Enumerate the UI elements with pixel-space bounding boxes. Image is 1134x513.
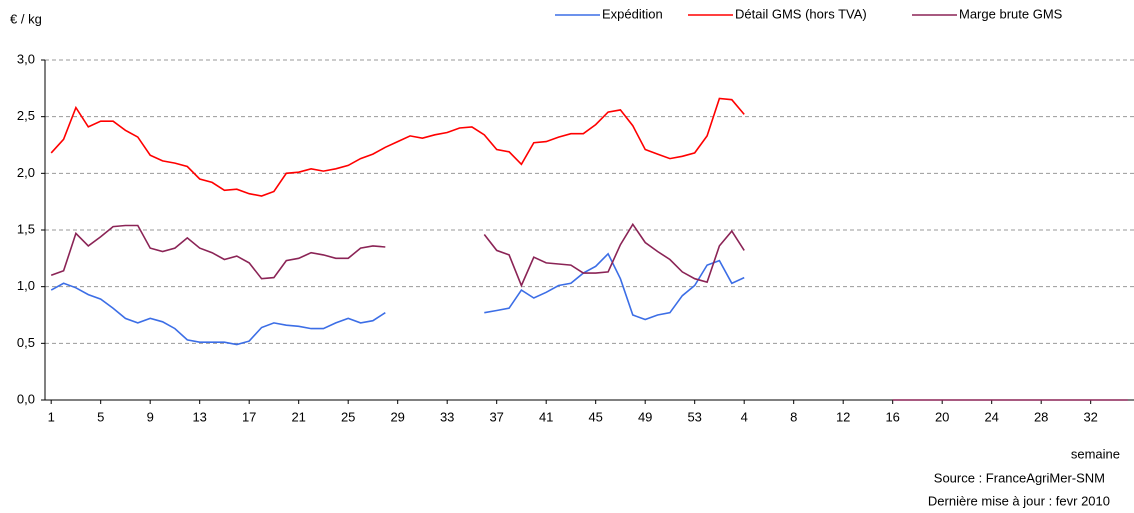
x-tick-label: 49: [638, 409, 652, 424]
x-tick-label: 32: [1083, 409, 1097, 424]
series-line: [50, 224, 386, 280]
x-tick-label: 37: [489, 409, 503, 424]
x-tick-label: 16: [885, 409, 899, 424]
y-tick-label: 2,0: [17, 165, 35, 180]
x-tick-label: 8: [790, 409, 797, 424]
x-tick-label: 41: [539, 409, 553, 424]
y-tick-label: 1,0: [17, 278, 35, 293]
x-tick-label: 45: [588, 409, 602, 424]
y-tick-label: 1,5: [17, 221, 35, 236]
x-tick-label: 4: [741, 409, 748, 424]
x-tick-label: 20: [935, 409, 949, 424]
x-tick-label: 1: [48, 409, 55, 424]
source: Source : FranceAgriMer-SNM: [934, 470, 1105, 485]
series-line: [484, 252, 745, 321]
x-tick-label: 25: [341, 409, 355, 424]
update-note: Dernière mise à jour : fevr 2010: [928, 493, 1110, 508]
y-tick-label: 2,5: [17, 108, 35, 123]
x-tick-label: 9: [147, 409, 154, 424]
x-tick-label: 29: [390, 409, 404, 424]
x-tick-label: 13: [192, 409, 206, 424]
series-line: [483, 222, 745, 288]
x-tick-label: 12: [836, 409, 850, 424]
y-axis-label: € / kg: [10, 11, 42, 26]
x-tick-label: 5: [97, 409, 104, 424]
x-tick-label: 21: [291, 409, 305, 424]
series-line: [50, 282, 386, 346]
legend-label: Marge brute GMS: [959, 6, 1063, 21]
y-tick-label: 3,0: [17, 51, 35, 66]
series-line: [50, 97, 745, 197]
x-axis-label: semaine: [1071, 446, 1120, 461]
legend-label: Expédition: [602, 6, 663, 21]
x-tick-label: 28: [1034, 409, 1048, 424]
y-tick-label: 0,5: [17, 335, 35, 350]
x-tick-label: 24: [984, 409, 998, 424]
x-tick-label: 17: [242, 409, 256, 424]
legend-label: Détail GMS (hors TVA): [735, 6, 867, 21]
x-tick-label: 33: [440, 409, 454, 424]
y-tick-label: 0,0: [17, 391, 35, 406]
x-tick-label: 53: [687, 409, 701, 424]
